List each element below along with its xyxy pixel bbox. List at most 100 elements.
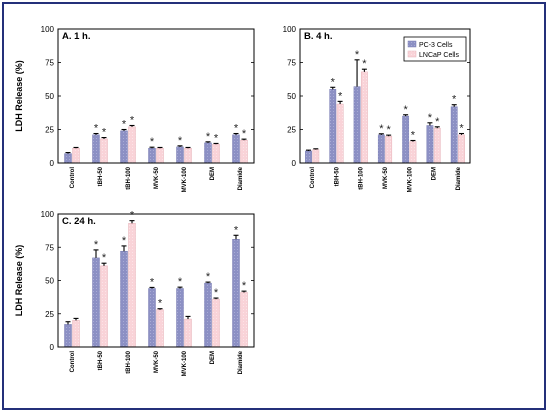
y-tick-label: 100 [41,210,55,219]
significance-star: * [130,210,135,222]
panel-title: A. 1 h. [62,31,91,42]
significance-star: * [94,123,99,135]
significance-star: * [214,287,219,299]
significance-star: * [379,123,384,135]
significance-star: * [362,58,367,70]
y-tick-label: 100 [283,25,297,34]
bar [426,125,434,164]
category-label: Diamide [238,350,244,374]
bar [120,130,128,164]
bar [212,298,220,348]
category-label: tBH-50 [98,166,104,186]
y-axis-label: LDH Release (%) [14,60,24,132]
bar [176,146,184,164]
category-label: Diamide [238,166,244,190]
significance-star: * [206,271,211,283]
bar [156,309,164,348]
significance-star: * [411,129,416,141]
y-tick-label: 0 [292,159,297,168]
significance-star: * [387,124,392,136]
bar [184,318,192,348]
bar [232,134,240,164]
bar [353,86,361,164]
category-label: Diamide [456,166,462,190]
significance-star: * [150,276,155,288]
y-tick-label: 75 [45,59,54,68]
category-label: tBH-100 [126,166,132,189]
panel-title: C. 24 h. [62,216,96,227]
significance-star: * [234,123,239,135]
bar [232,239,240,348]
y-tick-label: 75 [45,243,54,252]
bar [72,320,80,348]
significance-star: * [242,280,247,292]
significance-star: * [206,131,211,143]
plot-frame [57,213,255,348]
y-tick-label: 25 [45,126,54,135]
bar [458,134,465,164]
bar [212,143,220,164]
significance-star: * [338,90,343,102]
panel-title: B. 4 h. [304,31,333,42]
bar [329,89,337,164]
chart-panel-2: B. 4 h.0255075100Control**tBH-50**tBH-10… [283,25,471,192]
bar [128,223,136,348]
category-label: MVK-50 [383,166,389,189]
legend-label: PC-3 Cells [419,42,453,49]
bar [64,153,72,164]
bar [100,265,108,348]
category-label: DEM [210,167,216,180]
significance-star: * [94,239,99,251]
significance-star: * [452,94,457,106]
bar [402,115,410,164]
category-label: Control [310,167,316,189]
bar [450,106,458,164]
significance-star: * [234,224,239,236]
category-label: Control [70,351,76,373]
bar [148,148,156,164]
significance-star: * [102,127,107,139]
bar [204,142,212,164]
significance-star: * [331,76,336,88]
significance-star: * [122,235,127,247]
bar [100,138,108,164]
bar [336,103,344,164]
chart-panel-1: A. 1 h. 0 25 50 75 100 LDH Release (%) Control *… [14,25,255,192]
significance-star: * [178,135,183,147]
category-label: tBH-100 [359,166,365,189]
category-label: tBH-50 [98,350,104,370]
y-tick-label: 25 [287,126,296,135]
significance-star: * [459,123,464,135]
bar [92,257,100,348]
significance-star: * [178,276,183,288]
bar [385,135,393,164]
plot-frame [57,28,255,164]
bar [148,288,156,348]
bar [156,148,164,164]
bar [120,250,128,348]
y-tick-label: 50 [45,277,54,286]
y-tick-label: 50 [45,92,54,101]
y-tick-label: 100 [41,25,55,34]
plot-frame [299,28,471,164]
category-label: MVK-100 [182,350,188,376]
legend-label: LNCaP Cells [419,52,459,59]
y-tick-label: 0 [50,159,55,168]
legend-swatch [407,40,417,48]
significance-star: * [242,128,247,140]
category-label: MVK-100 [182,166,188,192]
category-label: Control [70,167,76,189]
y-tick-label: 25 [45,310,54,319]
bar [176,288,184,348]
bar [240,139,248,164]
bar [409,141,417,164]
significance-star: * [435,116,440,128]
significance-star: * [150,136,155,148]
category-label: MVK-50 [154,350,160,373]
figure-border [2,2,546,410]
bar [184,148,192,164]
bar [72,148,80,164]
y-tick-label: 0 [50,343,55,352]
